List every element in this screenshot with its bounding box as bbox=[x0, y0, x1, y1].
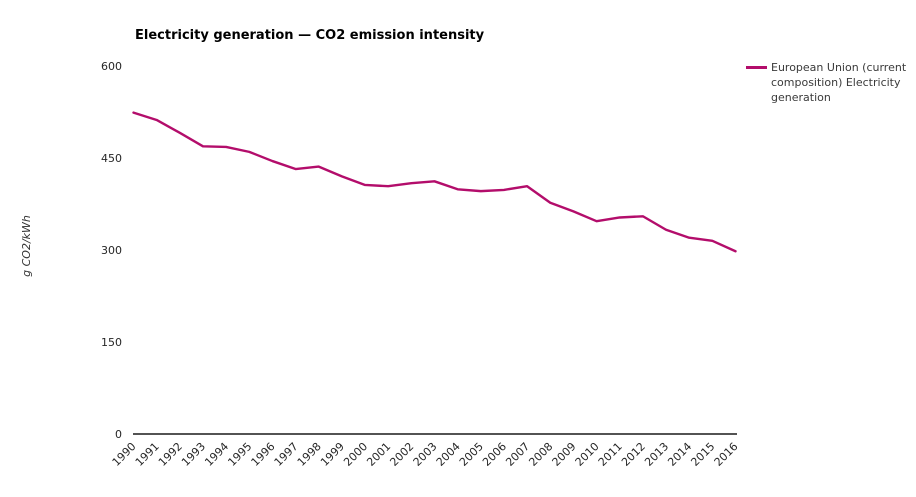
x-tick-label: 1995 bbox=[225, 440, 254, 469]
y-tick-label: 300 bbox=[101, 244, 122, 257]
y-axis-unit-label: g CO2/kWh bbox=[20, 215, 33, 277]
x-tick-label: 2007 bbox=[503, 440, 532, 469]
chart-title: Electricity generation — CO2 emission in… bbox=[135, 28, 485, 43]
x-tick-label: 2003 bbox=[411, 440, 440, 469]
legend-line-swatch bbox=[746, 66, 767, 69]
x-tick-label: 2001 bbox=[364, 440, 393, 469]
x-tick-label: 1999 bbox=[318, 440, 347, 469]
x-tick-label: 2012 bbox=[619, 440, 648, 469]
x-tick-label: 2009 bbox=[550, 440, 579, 469]
legend-item-eu[interactable]: European Union (current composition) Ele… bbox=[746, 60, 911, 105]
series-line-eu[interactable] bbox=[132, 111, 737, 253]
x-tick-label: 2002 bbox=[387, 440, 416, 469]
x-tick-label: 2014 bbox=[665, 440, 694, 469]
x-tick-label: 1991 bbox=[133, 440, 162, 469]
y-tick-label: 600 bbox=[101, 60, 122, 73]
x-tick-label: 2011 bbox=[596, 440, 625, 469]
y-tick-label: 0 bbox=[115, 428, 122, 441]
x-tick-label: 2015 bbox=[688, 440, 717, 469]
x-tick-label: 1993 bbox=[179, 440, 208, 469]
x-tick-label: 2000 bbox=[341, 440, 370, 469]
legend-label: European Union (current composition) Ele… bbox=[771, 61, 907, 104]
x-tick-label: 1998 bbox=[295, 440, 324, 469]
y-tick-label: 150 bbox=[101, 336, 122, 349]
x-tick-label: 2006 bbox=[480, 440, 509, 469]
x-tick-label: 2013 bbox=[642, 440, 671, 469]
y-tick-label: 450 bbox=[101, 152, 122, 165]
x-tick-label: 2008 bbox=[526, 440, 555, 469]
x-tick-label: 1990 bbox=[110, 440, 139, 469]
legend: European Union (current composition) Ele… bbox=[746, 60, 911, 105]
x-tick-label: 2010 bbox=[573, 440, 602, 469]
x-tick-label: 1992 bbox=[156, 440, 185, 469]
x-tick-label: 2016 bbox=[712, 440, 741, 469]
x-tick-label: 2005 bbox=[457, 440, 486, 469]
x-tick-label: 1996 bbox=[249, 440, 278, 469]
x-tick-label: 1997 bbox=[272, 440, 301, 469]
x-tick-label: 2004 bbox=[434, 440, 463, 469]
x-tick-label: 1994 bbox=[202, 440, 231, 469]
